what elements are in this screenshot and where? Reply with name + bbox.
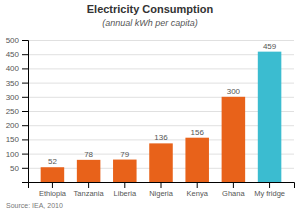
y-tick-label: 200 [6,121,20,130]
x-tick: Ghana [222,182,245,198]
x-tick-mark [161,182,162,188]
bar [149,143,173,182]
y-tick-mark [22,139,28,140]
y-tick-mark [22,182,28,183]
x-tick: Ethiopia [39,182,67,198]
y-tick-mark [22,125,28,126]
x-tick: Kenya [187,182,209,198]
x-tick-label: Tanzania [74,189,105,198]
grid-tick [28,83,294,84]
y-tick: 150 [6,135,28,144]
y-tick-label: 250 [6,107,20,116]
data-label: 79 [120,150,129,159]
y-tick: 100 [6,150,28,159]
x-tick-mark [233,182,234,188]
bar [113,160,137,182]
grid-tick [28,97,294,98]
chart: Electricity Consumption (annual kWh per c… [0,0,300,212]
y-tick [22,182,28,183]
x-tick-label: Kenya [187,189,209,198]
y-tick-mark [22,97,28,98]
y-tick-label: 400 [6,64,20,73]
x-tick-mark [197,182,198,188]
grid-tick [28,125,294,126]
source: Source: IEA, 2010 [6,202,63,209]
grid-line [28,111,294,112]
x-tick-label: My fridge [254,189,285,198]
bar [185,138,209,182]
data-label: 78 [84,150,93,159]
y-tick-label: 100 [6,150,20,159]
title: Electricity Consumption [87,3,214,15]
data-label: 52 [48,157,57,166]
x-tick-label: Liberia [114,189,137,198]
y-tick: 50 [10,164,28,173]
subtitle: (annual kWh per capita) [102,18,198,28]
grid-tick [28,68,294,69]
data-label: 459 [263,42,277,51]
y-tick-mark [22,168,28,169]
y-tick: 200 [6,121,28,130]
y-tick: 350 [6,79,28,88]
y-tick: 500 [6,36,28,45]
x-tick-mark [269,182,270,188]
data-labels: 52 78 79 136 156 300 459 [48,42,277,167]
grid-tick [28,111,294,112]
y-axis: 50 100 150 200 250 300 350 400 450 500 [6,36,29,182]
x-tick-mark [124,182,125,188]
y-tick-mark [22,40,28,41]
y-tick-label: 50 [10,164,19,173]
y-tick-label: 450 [6,50,20,59]
grid-line [28,54,294,55]
bar [258,52,282,182]
data-label: 156 [191,128,205,137]
grid-line [28,68,294,69]
x-axis-line [29,183,295,189]
x-tick-label: Ghana [222,189,245,198]
y-tick-mark [22,83,28,84]
grid-tick [28,54,294,55]
y-tick-mark [22,68,28,69]
x-tick-label: Nigeria [149,189,174,198]
grid-line [28,125,294,126]
bar [222,97,246,182]
y-tick: 450 [6,50,28,59]
y-tick-label: 350 [6,79,20,88]
y-axis-line [22,41,29,183]
data-label: 300 [227,87,241,96]
grid-line [28,83,294,84]
grid [28,41,294,183]
grid-line [28,97,294,98]
y-tick-label: 300 [6,93,20,102]
x-tick: Tanzania [74,182,105,198]
y-tick-label: 500 [6,36,20,45]
y-tick-mark [22,54,28,55]
data-label: 136 [154,133,168,142]
x-tick: Liberia [114,182,137,198]
bars [41,52,282,182]
y-tick: 250 [6,107,28,116]
x-tick: My fridge [254,182,285,198]
y-tick: 400 [6,64,28,73]
x-tick: Nigeria [149,182,174,198]
plot: 50 100 150 200 250 300 350 400 450 500 Ethiopia Tan… [6,36,295,198]
bar [77,160,101,182]
y-tick-label: 150 [6,135,20,144]
x-tick-mark [88,182,89,188]
x-tick-mark [52,182,53,188]
x-tick-label: Ethiopia [39,189,67,198]
grid-line [28,40,294,41]
y-tick-mark [22,154,28,155]
y-tick: 300 [6,93,28,102]
grid-tick [28,40,294,41]
y-tick-mark [22,111,28,112]
bar [41,167,65,182]
x-axis: Ethiopia Tanzania Liberia Nigeria Kenya Ghana… [29,182,295,198]
